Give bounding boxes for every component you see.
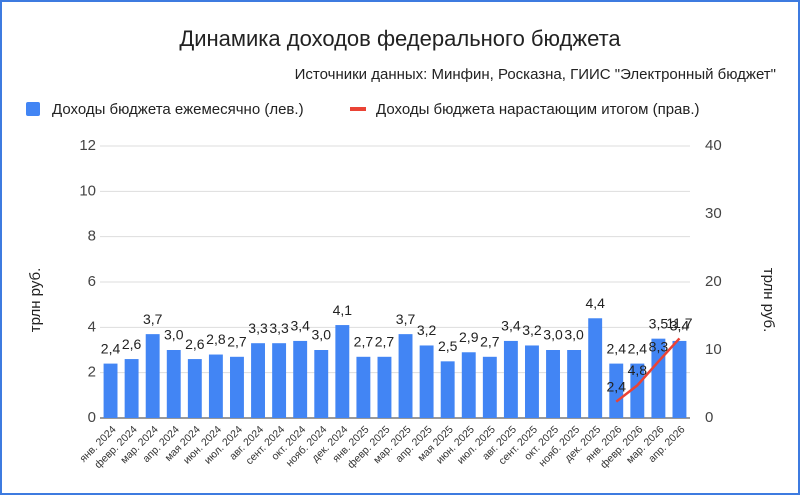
bar — [187, 359, 202, 418]
bar — [567, 350, 582, 418]
data-label: 3,0 — [164, 327, 184, 343]
bar — [419, 345, 434, 418]
bar — [503, 340, 518, 418]
bar — [482, 356, 497, 418]
data-label: 2,7 — [375, 334, 395, 350]
data-label: 2,7 — [227, 334, 247, 350]
data-label: 4,8 — [628, 362, 648, 378]
y-tick-label: 10 — [79, 182, 96, 199]
legend-label: Доходы бюджета ежемесячно (лев.) — [52, 101, 304, 118]
y2-tick-label: 20 — [705, 273, 722, 290]
data-label: 2,8 — [206, 331, 226, 347]
data-label: 3,4 — [290, 318, 310, 334]
data-label: 4,4 — [585, 295, 605, 311]
bar — [525, 345, 539, 418]
data-label: 3,7 — [143, 311, 163, 327]
bar — [609, 363, 624, 418]
bar — [251, 343, 265, 418]
bar — [314, 350, 329, 418]
data-label: 3,0 — [564, 327, 584, 343]
line — [615, 337, 681, 403]
y-tick-label: 2 — [88, 364, 96, 381]
y-tick-label: 12 — [79, 137, 96, 154]
data-label: 2,9 — [459, 329, 479, 345]
bar — [293, 340, 308, 418]
bar — [398, 334, 413, 418]
data-label: 3,3 — [269, 320, 289, 336]
bar — [208, 354, 223, 418]
bar — [103, 363, 118, 418]
bar — [124, 359, 139, 418]
data-label: 8,3 — [649, 338, 669, 354]
data-label: 3,0 — [312, 327, 332, 343]
chart-title: Динамика доходов федерального бюджета — [179, 26, 621, 51]
data-label: 2,4 — [607, 340, 627, 356]
data-label: 2,4 — [628, 340, 648, 356]
y2-tick-label: 40 — [705, 137, 722, 154]
bar — [672, 340, 687, 418]
y-tick-label: 6 — [88, 273, 96, 290]
y2-axis-title: трлн руб. — [760, 268, 777, 333]
bar — [630, 363, 645, 418]
y-axis-title: трлн руб. — [27, 268, 44, 333]
bar — [377, 356, 392, 418]
data-label: 3,7 — [396, 311, 416, 327]
bar — [461, 352, 476, 418]
data-label: 2,5 — [438, 338, 458, 354]
legend-swatch — [26, 102, 40, 116]
chart-subtitle: Источники данных: Минфин, Росказна, ГИИС… — [295, 66, 776, 83]
y2-tick-label: 30 — [705, 205, 722, 222]
legend-label: Доходы бюджета нарастающим итогом (прав.… — [376, 101, 700, 118]
data-label: 11,7 — [666, 315, 692, 331]
bar — [145, 334, 160, 418]
data-label: 3,2 — [417, 322, 437, 338]
y-tick-label: 4 — [88, 318, 96, 335]
data-label: 3,0 — [543, 327, 563, 343]
data-label: 3,4 — [670, 318, 690, 334]
data-label: 2,7 — [354, 334, 374, 350]
bar — [546, 350, 560, 418]
data-label: 2,4 — [607, 378, 627, 394]
y-tick-label: 0 — [88, 409, 96, 426]
bar — [335, 325, 350, 418]
data-label: 2,6 — [185, 336, 205, 352]
data-label: 2,6 — [122, 336, 142, 352]
bar — [356, 356, 371, 418]
data-label: 3,5 — [649, 315, 669, 331]
y2-tick-label: 0 — [705, 409, 713, 426]
bar — [588, 318, 603, 418]
data-label: 2,7 — [480, 334, 500, 350]
data-label: 3,3 — [248, 320, 268, 336]
y-tick-label: 8 — [88, 228, 96, 245]
data-label: 4,1 — [333, 302, 353, 318]
bar — [230, 356, 244, 418]
data-label: 3,4 — [501, 318, 521, 334]
data-label: 3,2 — [522, 322, 542, 338]
bar — [166, 350, 181, 418]
y2-tick-label: 10 — [705, 341, 722, 358]
data-label: 2,4 — [101, 340, 121, 356]
bar — [272, 343, 287, 418]
bar — [440, 361, 455, 418]
